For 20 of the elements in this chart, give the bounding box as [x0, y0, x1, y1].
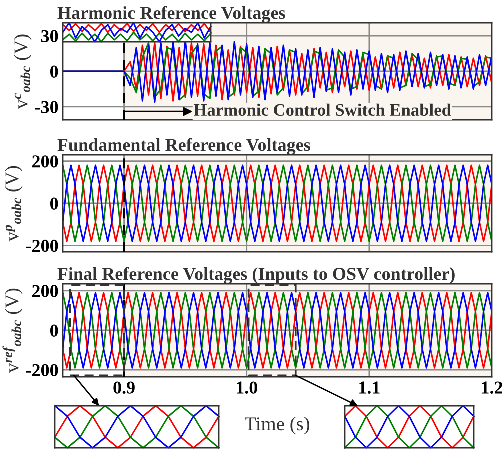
- annotation: Harmonic Control Switch Enabled: [194, 104, 452, 116]
- y-tick-label: -200: [26, 364, 58, 377]
- x-tick-label: 1.0: [237, 382, 258, 394]
- y-tick-label: 200: [32, 285, 58, 298]
- y-tick-label: -30: [35, 101, 58, 114]
- y-tick-label: -200: [26, 240, 58, 252]
- y-tick-label: 0: [50, 198, 58, 210]
- x-tick-label: 0.9: [114, 382, 135, 394]
- y-tick-label: 0: [50, 324, 58, 337]
- chart-title: Harmonic Reference Voltages: [58, 6, 286, 23]
- y-tick-label: 30: [41, 30, 58, 42]
- chart-title: Fundamental Reference Voltages: [58, 138, 310, 155]
- y-axis-title: v$^{c}$$_{oabc}$ (V): [14, 34, 32, 110]
- chart-title: Final Reference Voltages (Inputs to OSV controller): [58, 267, 455, 284]
- y-axis-title: v$^{ref}$$_{oabc}$ (V): [2, 288, 23, 374]
- y-axis-title: v$^{p}$$_{oabc}$ (V): [5, 166, 23, 242]
- y-tick-label: 200: [32, 156, 58, 168]
- x-tick-label: 1.1: [360, 382, 380, 394]
- y-tick-label: 0: [50, 66, 58, 78]
- x-axis-title: Time (s): [244, 416, 310, 435]
